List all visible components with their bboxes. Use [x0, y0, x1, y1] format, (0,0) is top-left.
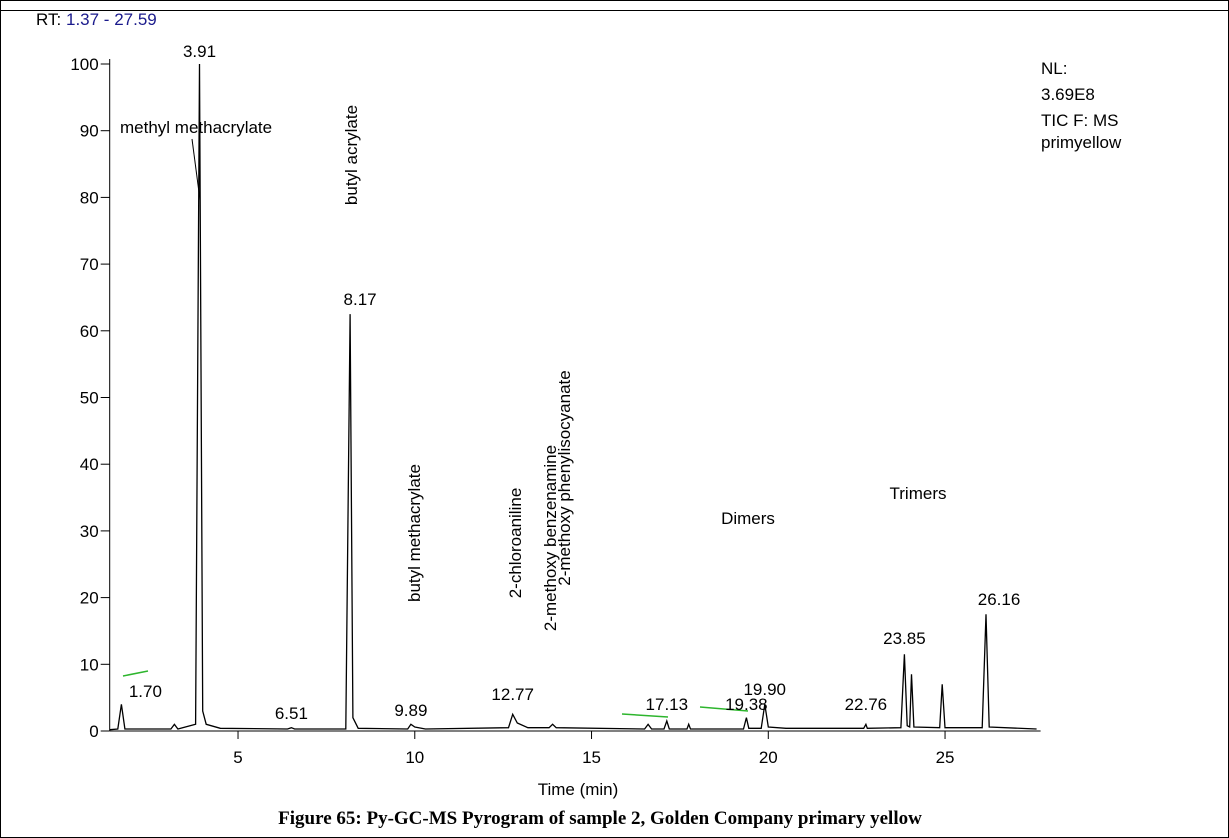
baseline-marker: [621, 713, 669, 718]
peak-label: 12.77: [491, 685, 534, 704]
caption: Figure 65: Py-GC-MS Pyrogram of sample 2…: [278, 808, 922, 829]
x-tick-label: 25: [936, 748, 955, 767]
y-tick-label: 90: [80, 122, 99, 141]
rt-range: 1.37 - 27.59: [66, 10, 157, 29]
baseline-marker: [699, 706, 749, 712]
peak-label: 23.85: [883, 629, 926, 648]
x-tick-label: 10: [405, 748, 424, 767]
x-tick-label: 5: [233, 748, 242, 767]
peak-label: 6.51: [275, 704, 308, 723]
y-tick-label: 70: [80, 255, 99, 274]
annotation: 2-methoxy phenylisocyanate: [555, 370, 574, 585]
x-axis-label: Time (min): [538, 780, 619, 799]
annotation: butyl methacrylate: [405, 464, 424, 602]
peak-label: 19.38: [725, 695, 768, 714]
y-tick-label: 60: [80, 322, 99, 341]
annotation: butyl acrylate: [342, 105, 361, 205]
y-tick-label: 30: [80, 522, 99, 541]
y-tick-label: 0: [89, 722, 98, 741]
info: primyellow: [1041, 133, 1122, 152]
x-tick-label: 20: [759, 748, 778, 767]
y-tick-label: 100: [70, 55, 98, 74]
y-tick-label: 50: [80, 389, 99, 408]
annotation: 2-chloroaniline: [506, 488, 525, 599]
peak-label: 19.90: [743, 680, 786, 699]
trace: [109, 63, 1037, 731]
baseline-marker: [122, 670, 149, 677]
info: TIC F: MS: [1041, 111, 1118, 130]
peak-label: 9.89: [394, 701, 427, 720]
peak-label: 22.76: [845, 695, 888, 714]
rt-label: RT:: [36, 10, 61, 29]
y-tick-label: 40: [80, 455, 99, 474]
peak-label: 8.17: [344, 290, 377, 309]
peak-label: 3.91: [183, 42, 216, 61]
annotation: 2-methoxy benzenamine: [541, 445, 560, 631]
annotation: Dimers: [721, 509, 775, 528]
annotation: Trimers: [890, 484, 947, 503]
x-tick-label: 15: [582, 748, 601, 767]
peak-label: 26.16: [978, 590, 1021, 609]
info: 3.69E8: [1041, 85, 1095, 104]
peak-label: 17.13: [646, 695, 689, 714]
annotation: methyl methacrylate: [120, 118, 272, 137]
peak-label: 1.70: [129, 682, 162, 701]
info: NL:: [1041, 59, 1067, 78]
y-tick-label: 80: [80, 188, 99, 207]
y-tick-label: 10: [80, 655, 99, 674]
y-tick-label: 20: [80, 589, 99, 608]
